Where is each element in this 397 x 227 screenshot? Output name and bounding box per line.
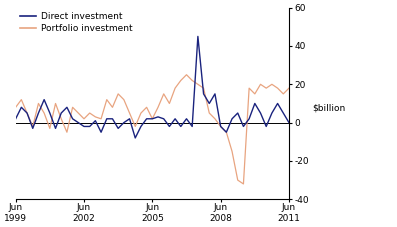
- Legend: Direct investment, Portfolio investment: Direct investment, Portfolio investment: [20, 12, 133, 33]
- Y-axis label: $billion: $billion: [312, 104, 345, 112]
